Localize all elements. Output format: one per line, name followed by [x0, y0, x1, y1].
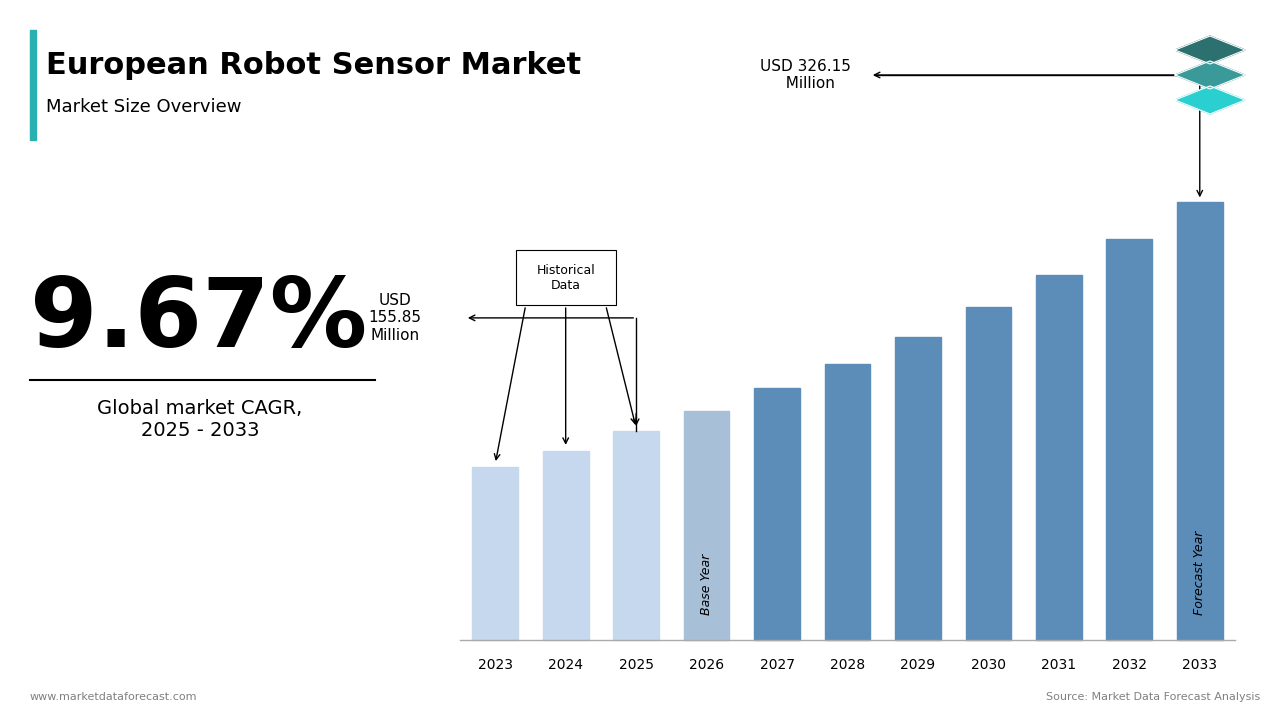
Bar — [824, 364, 870, 640]
Text: Historical
Data: Historical Data — [536, 264, 595, 292]
Text: 2024: 2024 — [548, 658, 584, 672]
Text: USD 326.15
  Million: USD 326.15 Million — [760, 59, 851, 91]
Text: 9.67%: 9.67% — [29, 274, 367, 366]
Bar — [472, 467, 518, 640]
Bar — [1176, 202, 1222, 640]
Text: European Robot Sensor Market: European Robot Sensor Market — [46, 50, 581, 79]
Text: Source: Market Data Forecast Analysis: Source: Market Data Forecast Analysis — [1046, 692, 1260, 702]
Bar — [965, 307, 1011, 640]
Polygon shape — [1175, 61, 1245, 89]
Text: 2023: 2023 — [477, 658, 513, 672]
Bar — [543, 451, 589, 640]
Text: USD
155.85
Million: USD 155.85 Million — [369, 293, 421, 343]
Text: 2033: 2033 — [1183, 658, 1217, 672]
Bar — [613, 431, 659, 640]
Text: 2026: 2026 — [689, 658, 724, 672]
Text: 2028: 2028 — [829, 658, 865, 672]
FancyBboxPatch shape — [516, 250, 616, 305]
Text: Forecast Year: Forecast Year — [1193, 531, 1206, 615]
Polygon shape — [1175, 86, 1245, 114]
Polygon shape — [1175, 36, 1245, 64]
Bar — [1106, 239, 1152, 640]
Text: www.marketdataforecast.com: www.marketdataforecast.com — [29, 692, 197, 702]
Text: 2031: 2031 — [1042, 658, 1076, 672]
Bar — [29, 30, 36, 140]
Text: 2029: 2029 — [900, 658, 936, 672]
Text: 2027: 2027 — [759, 658, 795, 672]
Text: 2032: 2032 — [1112, 658, 1147, 672]
Text: Global market CAGR,
2025 - 2033: Global market CAGR, 2025 - 2033 — [97, 400, 302, 441]
Text: Market Size Overview: Market Size Overview — [46, 98, 242, 116]
Text: Base Year: Base Year — [700, 554, 713, 615]
Text: 2030: 2030 — [972, 658, 1006, 672]
Bar — [895, 337, 941, 640]
Bar — [684, 410, 730, 640]
Bar — [754, 387, 800, 640]
Text: 2025: 2025 — [618, 658, 654, 672]
Bar — [1036, 275, 1082, 640]
